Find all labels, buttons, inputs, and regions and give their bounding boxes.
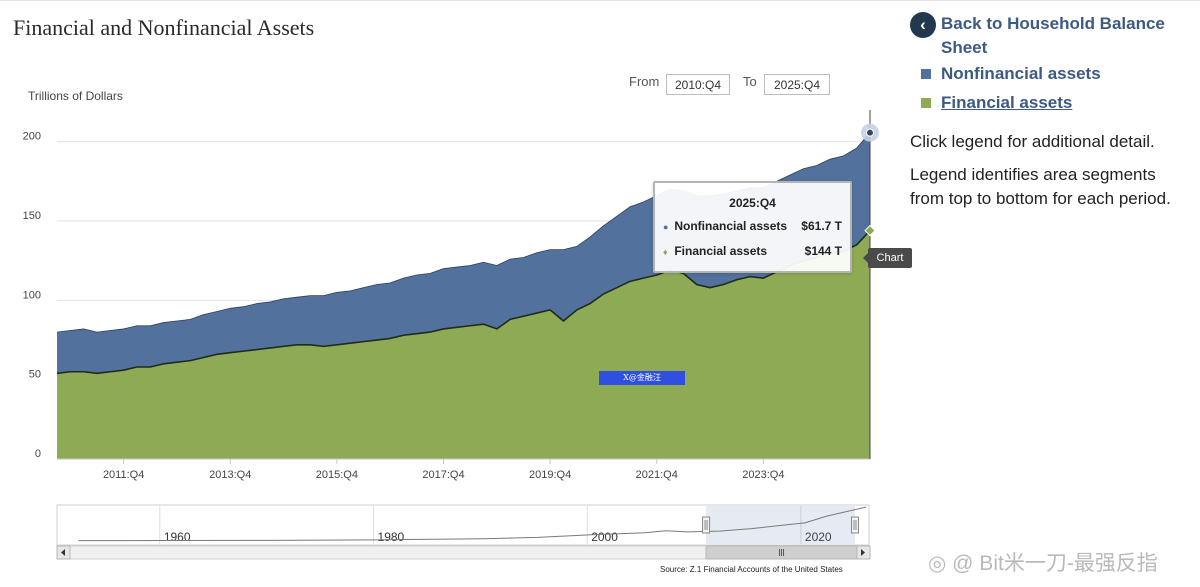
legend-item-financial[interactable]: Financial assets — [910, 93, 1180, 115]
x-tick-label: 2013:Q4 — [209, 469, 251, 481]
range-from-input[interactable] — [666, 74, 730, 95]
chevron-left-icon[interactable]: ‹ — [910, 12, 936, 38]
x-tick-label: 2017:Q4 — [422, 469, 464, 481]
tooltip-marker-diamond: ♦ — [663, 247, 668, 257]
source-note: Source: Z.1 Financial Accounts of the Un… — [660, 565, 843, 574]
nonfinancial-point-marker — [866, 128, 874, 137]
y-tick-label: 50 — [29, 369, 41, 381]
x-tick-label: 2023:Q4 — [742, 469, 784, 481]
financial-point-marker — [864, 224, 876, 237]
tooltip-title: 2025:Q4 — [729, 196, 776, 210]
range-to-label: To — [743, 74, 757, 89]
navigator-drag-handle[interactable] — [702, 516, 711, 534]
page-title: Financial and Nonfinancial Assets — [13, 15, 315, 40]
navigator-series-line — [78, 506, 867, 542]
chart-tooltip: 2025:Q4 ● Nonfinancial assets $61.7 T ♦ … — [653, 181, 852, 273]
y-tick-label: 200 — [23, 131, 41, 143]
tooltip-label: Financial assets — [674, 244, 768, 258]
navigator-year-label: 1960 — [164, 530, 191, 544]
navigator-frame — [56, 504, 870, 546]
tooltip-row-financial: ♦ Financial assets $144 T — [663, 244, 842, 258]
chart-context-tag: Chart — [863, 248, 912, 268]
y-axis-unit-label: Trillions of Dollars — [28, 89, 123, 103]
y-tick-label: 100 — [23, 289, 41, 301]
navigator-drag-handle[interactable] — [851, 516, 859, 534]
tooltip-value: $144 T — [804, 244, 842, 258]
legend-item-nonfinancial[interactable]: Nonfinancial assets — [910, 64, 1180, 86]
range-from-label: From — [629, 74, 660, 89]
y-tick-label: 0 — [35, 448, 41, 460]
x-tick-label: 2019:Q4 — [529, 469, 571, 481]
back-link-label[interactable]: Back to Household Balance Sheet — [941, 14, 1165, 57]
legend-swatch-square — [921, 69, 931, 79]
range-to-input[interactable] — [764, 74, 830, 95]
tooltip-label: Nonfinancial assets — [674, 219, 788, 233]
watermark-badge: X@金融汪 — [599, 371, 685, 385]
x-tick-label: 2015:Q4 — [316, 469, 358, 481]
x-tick-label: 2021:Q4 — [636, 469, 678, 481]
scroll-right-arrow-icon — [861, 549, 865, 556]
scroll-left-arrow-icon — [61, 549, 65, 556]
navigator-year-label: 2000 — [591, 530, 618, 544]
navigator-year-label: 2020 — [805, 530, 832, 544]
top-divider — [0, 0, 1200, 1]
legend-swatch-square — [921, 98, 931, 108]
signature-watermark: ◎ @ Bit米一刀-最强反指 — [928, 552, 1158, 575]
tooltip-row-nonfinancial: ● Nonfinancial assets $61.7 T — [663, 219, 842, 233]
legend-label[interactable]: Nonfinancial assets — [941, 64, 1101, 83]
legend-label[interactable]: Financial assets — [941, 93, 1073, 112]
tooltip-value: $61.7 T — [801, 219, 842, 233]
x-tick-label: 2011:Q4 — [103, 469, 144, 481]
navigator-year-label: 1980 — [378, 530, 405, 544]
tooltip-marker-circle: ● — [663, 222, 669, 232]
financial-assets-area — [57, 230, 870, 459]
legend-help-text: Click legend for additional detail. — [910, 132, 1155, 151]
financial-assets-line — [56, 230, 871, 375]
y-tick-label: 150 — [23, 210, 41, 222]
legend-order-note: Legend identifies area segments from top… — [910, 165, 1171, 208]
